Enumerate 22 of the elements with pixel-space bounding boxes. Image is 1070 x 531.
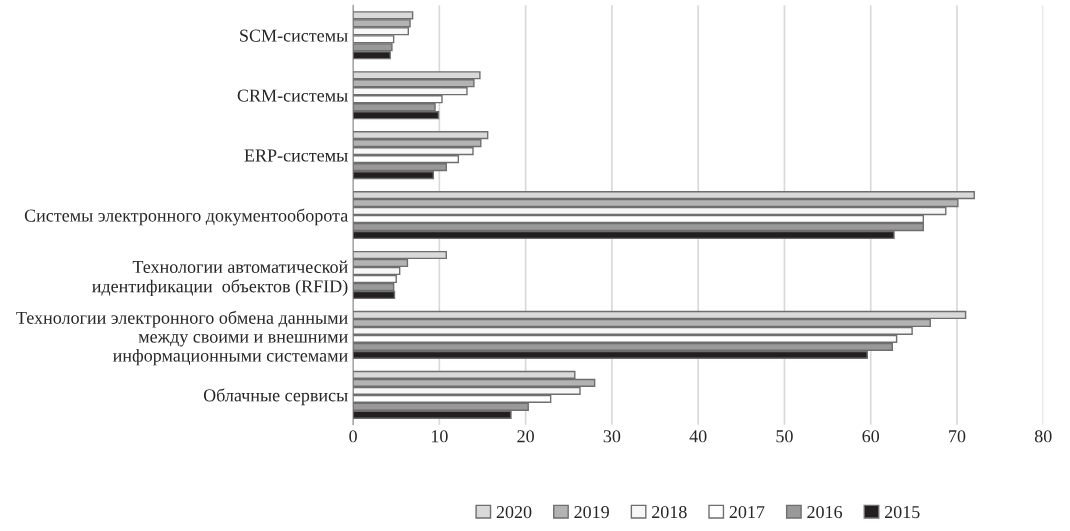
legend-label: 2020 bbox=[496, 505, 532, 519]
x-tick-label: 10 bbox=[431, 430, 448, 443]
y-tick-label: CRM-системы bbox=[237, 89, 348, 102]
legend-label: 2016 bbox=[807, 505, 843, 519]
x-tick-label: 40 bbox=[689, 430, 707, 443]
x-tick-label: 60 bbox=[862, 430, 880, 443]
legend-label: 2018 bbox=[652, 505, 687, 519]
x-tick-label: 80 bbox=[1034, 430, 1052, 443]
y-tick-label: SCM-системы bbox=[240, 29, 348, 42]
y-tick-label: ERP-системы bbox=[244, 149, 348, 162]
x-tick-label: 50 bbox=[776, 430, 793, 443]
y-tick-label: Технологии электронного обмена данными между своими и внешними информационными системами bbox=[16, 310, 348, 366]
y-tick-label: Системы электронного документооборота bbox=[24, 208, 348, 226]
y-tick-label: Облачные сервисы bbox=[203, 388, 348, 406]
legend-label: 2019 bbox=[574, 505, 609, 519]
legend-label: 2015 bbox=[884, 505, 920, 519]
y-tick-label: Технологии автоматической идентификации объектов (RFID) bbox=[92, 260, 348, 297]
x-tick-label: 70 bbox=[949, 430, 966, 443]
x-tick-label: 20 bbox=[517, 430, 534, 443]
x-tick-label: 0 bbox=[349, 430, 357, 443]
x-tick-label: 30 bbox=[603, 430, 621, 443]
legend-label: 2017 bbox=[729, 505, 765, 519]
